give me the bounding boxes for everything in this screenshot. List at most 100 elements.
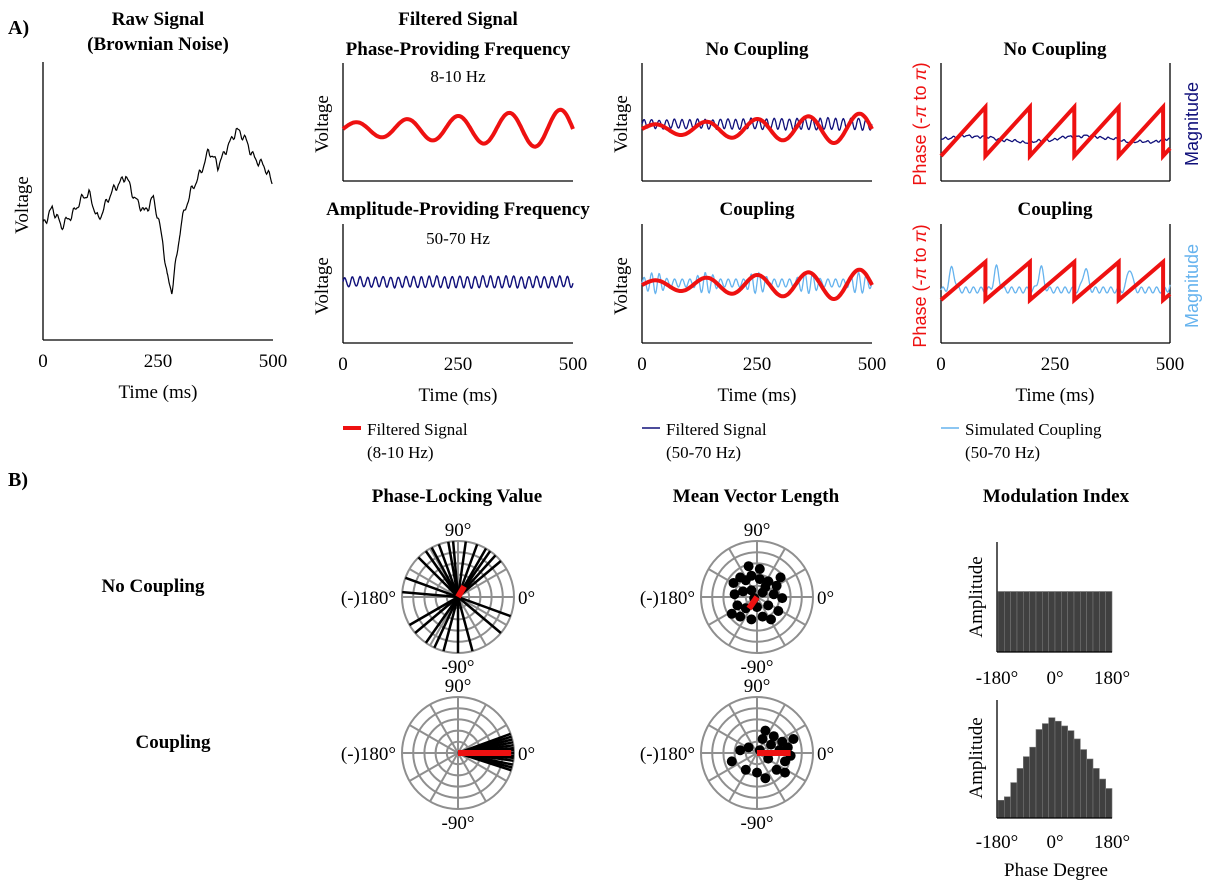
pm-c-title: Coupling: [1018, 199, 1093, 220]
mi-nc-bar: [1023, 591, 1030, 653]
mvl-c-grid: [700, 696, 814, 810]
panel-label-a: A): [8, 17, 29, 39]
mvl-nc-point: [746, 614, 757, 625]
amp-band-label: 50-70 Hz: [426, 229, 490, 248]
plv-nc-vector: [457, 560, 502, 598]
mvl-nc-point: [728, 578, 739, 588]
mi-c-bar: [1067, 730, 1075, 819]
mi-nc-bar: [1061, 591, 1068, 653]
legend-label-3a: Simulated Coupling: [965, 420, 1102, 439]
overlay-xlabel: Time (ms): [717, 385, 796, 406]
plv-nc-vector: [457, 595, 512, 618]
mi-nc-bar: [997, 591, 1005, 653]
mi-nc-bar: [1105, 591, 1113, 653]
row-label-coupling: Coupling: [136, 732, 211, 753]
pm-nc-magnitude-label: Magnitude: [1182, 82, 1202, 166]
mvl-c-deg-90-label: 90°: [744, 676, 771, 697]
mvl-c-point: [771, 764, 782, 775]
plv-nc-mean-vector: [455, 584, 467, 599]
plv-nc-vector: [456, 541, 468, 598]
pm-xlabel: Time (ms): [1015, 385, 1094, 406]
phase-ylabel: Voltage: [312, 95, 333, 153]
mvl-nc-point: [777, 593, 788, 604]
plv-nc-vector: [408, 595, 459, 627]
mvl-c-point: [766, 739, 776, 750]
mi-c-bar: [1061, 725, 1068, 819]
plv-nc-vector: [414, 596, 459, 634]
mvl-c-point: [760, 773, 771, 784]
mvl-nc-point: [738, 586, 748, 597]
plv-nc-vector: [456, 596, 474, 652]
overlay-c-ylabel: Voltage: [611, 257, 632, 315]
mi-nc-bar: [1004, 591, 1011, 653]
mvl-nc-point: [746, 570, 757, 581]
mi-c-bar: [1029, 746, 1037, 819]
mvl-nc-point: [754, 574, 765, 585]
overlay-nc-ylabel: Voltage: [611, 95, 632, 153]
row-label-no-coupling: No Coupling: [102, 576, 205, 597]
amp-xtick-0: 0: [338, 354, 348, 375]
raw-ylabel: Voltage: [12, 176, 33, 234]
plv-title: Phase-Locking Value: [372, 486, 543, 507]
mi-c-bar: [1105, 788, 1113, 819]
mvl-nc-deg-0-label: 0°: [817, 588, 834, 609]
mi-title: Modulation Index: [983, 486, 1130, 507]
mvl-c-point: [780, 767, 790, 778]
plv-nc-vector: [447, 541, 460, 598]
mvl-nc-point: [735, 611, 746, 622]
mi-c-xtick-pos: 180°: [1094, 832, 1130, 853]
phase-signal-line: [341, 107, 575, 149]
mvl-nc-mean-vector: [746, 595, 760, 611]
mvl-nc-point: [729, 589, 740, 600]
mvl-nc-point: [743, 561, 754, 572]
mi-nc-xtick-zero: 0°: [1046, 668, 1063, 689]
mi-nc-bar: [1099, 591, 1106, 653]
mvl-nc-deg-90-label: 90°: [744, 520, 771, 541]
mi-nc-bar: [1086, 591, 1094, 653]
mi-c-bar: [1048, 717, 1056, 819]
pm-xtick-500: 500: [1156, 354, 1185, 375]
mvl-nc-point: [754, 564, 765, 574]
amp-ylabel: Voltage: [312, 257, 333, 315]
legend-label-2a: Filtered Signal: [666, 420, 767, 439]
plv-nc-vector: [424, 550, 460, 598]
plv-nc-vector: [424, 596, 460, 644]
mi-nc-bar: [1080, 591, 1087, 653]
mvl-c-point: [726, 756, 737, 767]
pm-c-magnitude-line: [940, 263, 1171, 294]
mvl-nc-grid: [700, 540, 814, 654]
mi-c-bar: [1016, 768, 1024, 819]
pm-xtick-0: 0: [936, 354, 946, 375]
mi-c-axes: [996, 700, 1112, 819]
mi-c-bar: [1054, 720, 1062, 819]
mvl-c-point: [757, 734, 768, 744]
raw-title-2: (Brownian Noise): [87, 34, 229, 55]
amp-title: Amplitude-Providing Frequency: [326, 199, 590, 220]
plv-c-deg-90-label: 90°: [445, 676, 472, 697]
mvl-nc-deg-m90-label: -90°: [741, 657, 774, 678]
mvl-title: Mean Vector Length: [673, 486, 840, 507]
raw-axes: [42, 62, 273, 341]
legend-label-1b: (8-10 Hz): [367, 443, 434, 462]
mi-nc-bar: [1035, 591, 1043, 653]
plv-nc-deg-180-label: (-)180°: [341, 588, 396, 609]
mvl-nc-point: [768, 589, 779, 600]
overlay-xtick-0: 0: [637, 354, 647, 375]
mi-nc-bar: [1048, 591, 1056, 653]
amp-xtick-250: 250: [444, 354, 473, 375]
mi-c-bar: [1042, 723, 1049, 819]
amp-xlabel: Time (ms): [418, 385, 497, 406]
mvl-nc-point: [732, 600, 743, 611]
mi-nc-bar: [1073, 591, 1081, 653]
mvl-c-point: [763, 753, 774, 764]
mi-nc-xtick-pos: 180°: [1094, 668, 1130, 689]
raw-xtick-0: 0: [38, 351, 48, 372]
amp-signal-line: [342, 274, 574, 290]
mvl-c-point: [735, 745, 746, 756]
phase-band-label: 8-10 Hz: [430, 67, 486, 86]
mvl-nc-point: [775, 572, 786, 583]
mvl-c-point: [782, 742, 793, 753]
mvl-nc-point: [746, 585, 757, 596]
pm-nc-phase-line: [939, 101, 1172, 162]
